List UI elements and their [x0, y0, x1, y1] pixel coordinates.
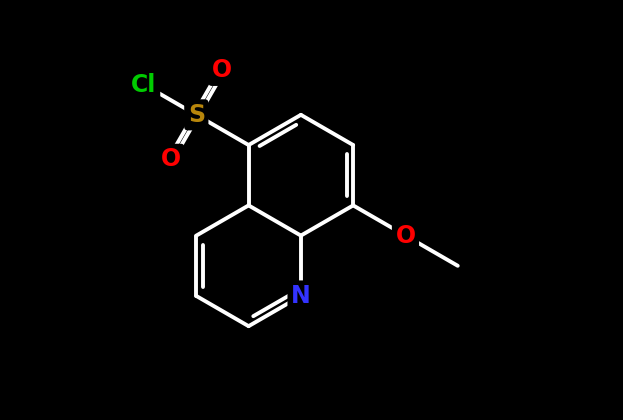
Text: O: O: [161, 147, 181, 171]
Text: O: O: [396, 223, 416, 248]
Text: Cl: Cl: [131, 73, 157, 97]
Text: O: O: [212, 58, 232, 82]
Text: S: S: [188, 103, 205, 127]
Text: N: N: [291, 284, 311, 308]
